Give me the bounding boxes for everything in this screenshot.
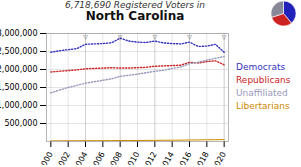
svg-text:2,000,000: 2,000,000 [0,65,38,74]
svg-text:2016: 2016 [175,150,193,165]
svg-text:▽: ▽ [187,33,192,40]
html-text:Libertarians: Libertarians [236,100,290,111]
svg-text:1,000,000: 1,000,000 [0,101,38,110]
svg-text:2014: 2014 [158,150,176,165]
svg-text:500,000: 500,000 [4,119,37,128]
svg-text:▽: ▽ [118,33,123,40]
svg-text:2002: 2002 [54,150,72,165]
svg-text:2020: 2020 [210,150,228,165]
svg-text:▽: ▽ [222,33,227,40]
svg-text:1,500,000: 1,500,000 [0,83,38,92]
svg-text:2000: 2000 [37,150,55,165]
svg-text:2012: 2012 [141,150,159,165]
html-text:North Carolina: North Carolina [85,9,185,24]
html-text:Democrats: Democrats [236,61,286,72]
svg-text:3,000,000: 3,000,000 [0,29,38,38]
html-text:Republicans: Republicans [236,74,291,85]
svg-text:2004: 2004 [71,150,89,165]
svg-text:2010: 2010 [123,150,141,165]
svg-text:▽: ▽ [83,33,88,40]
svg-text:2,500,000: 2,500,000 [0,47,38,56]
html-text:Unaffiliated: Unaffiliated [236,87,288,98]
svg-text:2006: 2006 [89,150,107,165]
svg-text:2018: 2018 [193,150,211,165]
svg-text:2008: 2008 [106,150,124,165]
svg-text:▽: ▽ [153,33,158,40]
html-text:6,718,690 Registered Voters in: 6,718,690 Registered Voters in [65,0,205,10]
